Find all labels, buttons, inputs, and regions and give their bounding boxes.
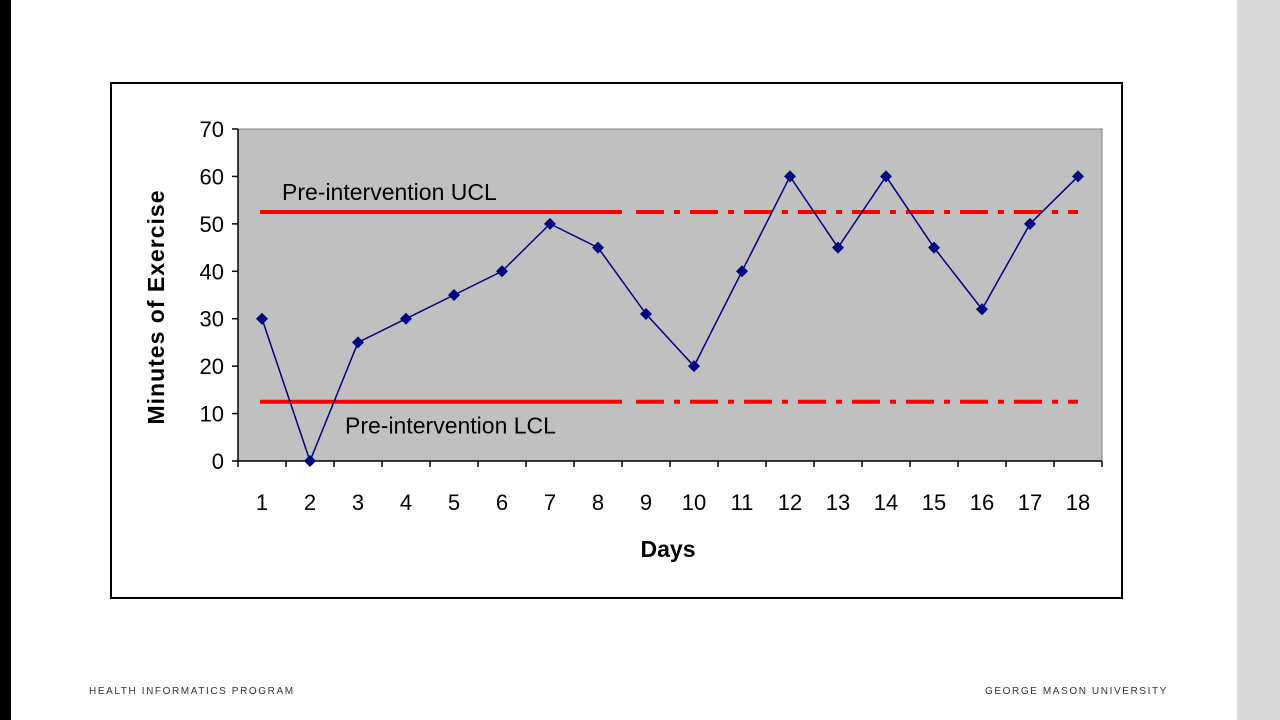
- y-tick-label: 60: [200, 164, 224, 189]
- y-tick-label: 70: [200, 117, 224, 142]
- chart-frame: 0 10 20 30 40 50 60 70 1 2 3 4 5 6 7 8 9 10 11 12 13 14 15 16 1…: [110, 82, 1123, 599]
- x-tick-label: 13: [826, 490, 850, 515]
- footer-university-name: GEORGE MASON UNIVERSITY: [985, 686, 1168, 697]
- data-point-marker: [448, 289, 460, 301]
- x-tick-label: 5: [448, 490, 460, 515]
- x-tick-label: 18: [1066, 490, 1090, 515]
- data-point-marker: [544, 217, 556, 230]
- x-tick-label: 10: [682, 490, 706, 515]
- x-tick-label: 1: [256, 490, 268, 515]
- x-axis-label: Days: [641, 536, 696, 562]
- y-tick-label: 50: [200, 212, 224, 237]
- data-point-marker: [352, 336, 364, 349]
- x-tick-label: 9: [640, 490, 652, 515]
- x-tick-label: 6: [496, 490, 508, 515]
- data-point-marker: [640, 307, 652, 320]
- data-point-marker: [1072, 170, 1084, 183]
- plot-area: [237, 128, 1103, 462]
- x-tick-label: 14: [874, 490, 898, 515]
- x-tick-label: 8: [592, 490, 604, 515]
- data-point-marker: [592, 241, 604, 254]
- x-tick-label: 16: [970, 490, 994, 515]
- data-point-marker: [736, 265, 748, 278]
- data-point-marker: [1024, 217, 1036, 230]
- data-point-marker: [832, 241, 844, 254]
- x-tick-label: 2: [304, 490, 316, 515]
- x-axis: 1 2 3 4 5 6 7 8 9 10 11 12 13 14 15 16 17 18: [237, 460, 1103, 515]
- x-tick-label: 12: [778, 490, 802, 515]
- data-point-marker: [784, 170, 796, 183]
- data-point-marker: [256, 312, 268, 325]
- y-tick-label: 20: [200, 354, 224, 379]
- data-point-marker: [688, 360, 700, 373]
- x-tick-label: 15: [922, 490, 946, 515]
- y-tick-label: 30: [200, 307, 224, 332]
- data-point-marker: [928, 241, 940, 254]
- slide-right-edge-bar: [1237, 0, 1280, 720]
- y-axis-label: Minutes of Exercise: [143, 189, 169, 424]
- x-tick-label: 4: [400, 490, 412, 515]
- control-limit-lines: Pre-intervention UCL Pre-intervention LCL: [260, 179, 1078, 439]
- footer-program-name: HEALTH INFORMATICS PROGRAM: [89, 686, 295, 697]
- data-point-marker: [976, 303, 988, 316]
- data-point-marker: [880, 170, 892, 183]
- lcl-label: Pre-intervention LCL: [345, 413, 556, 439]
- ucl-label: Pre-intervention UCL: [282, 179, 497, 205]
- y-axis: 0 10 20 30 40 50 60 70: [200, 117, 239, 474]
- series-line: [261, 174, 1079, 464]
- series-minutes-of-exercise: [256, 170, 1084, 467]
- x-tick-label: 17: [1018, 490, 1042, 515]
- data-point-marker: [400, 312, 412, 325]
- data-point-marker: [496, 265, 508, 278]
- y-tick-label: 40: [200, 259, 224, 284]
- y-tick-label: 10: [200, 402, 224, 427]
- x-tick-label: 3: [352, 490, 364, 515]
- slide-left-edge-bar: [0, 0, 11, 720]
- y-tick-label: 0: [212, 449, 224, 474]
- x-tick-label: 11: [731, 490, 754, 515]
- x-tick-label: 7: [544, 490, 556, 515]
- data-point-marker: [304, 455, 316, 467]
